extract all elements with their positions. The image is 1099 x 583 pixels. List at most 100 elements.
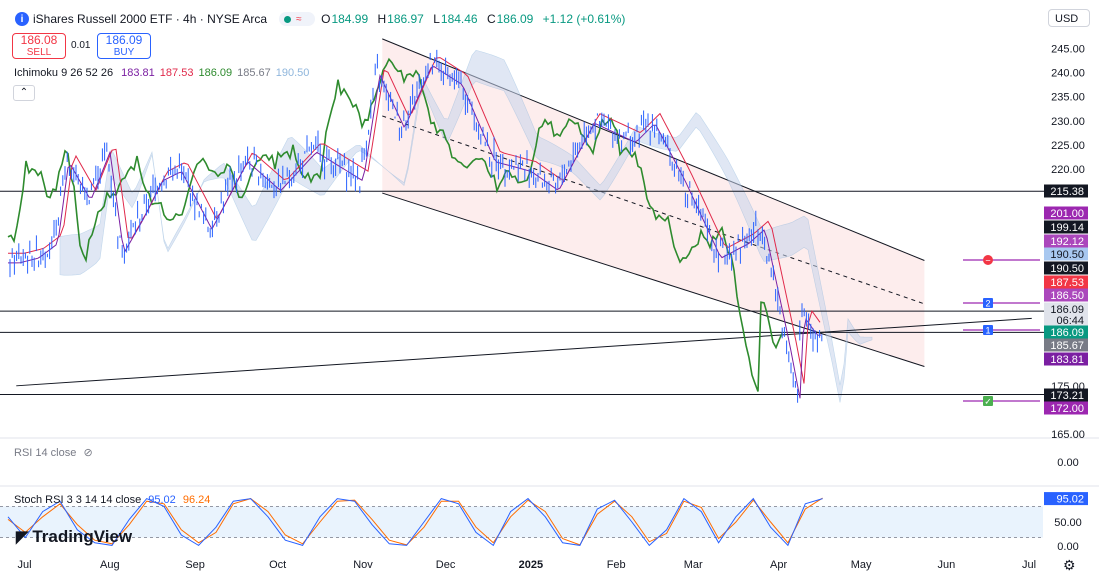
price-label-text: 192.12	[1050, 236, 1084, 248]
y-axis-tick-label: 165.00	[1051, 429, 1085, 441]
price-label[interactable]	[1044, 275, 1088, 289]
rsi-label: RSI 14 close	[14, 447, 77, 459]
price-label-text: 183.81	[1050, 354, 1084, 366]
ichimoku-lagging-span[interactable]	[7, 57, 783, 392]
price-label[interactable]	[1044, 288, 1088, 302]
ohlc-readout: O184.99 H186.97 L184.46 C186.09 +1.12 (+…	[321, 12, 626, 26]
y-axis-tick-label: 225.00	[1051, 140, 1085, 152]
market-open-icon	[284, 15, 292, 23]
channel-fill	[382, 38, 925, 367]
x-axis-tick-label: Jul	[17, 559, 31, 571]
x-axis-tick-label: Nov	[353, 559, 373, 571]
price-label[interactable]	[1044, 388, 1088, 402]
x-axis-tick-label: Sep	[185, 559, 205, 571]
limit-order-icon[interactable]	[983, 325, 993, 335]
y-axis-tick-label: 240.00	[1051, 68, 1085, 80]
price-label-text: 186.09	[1050, 327, 1084, 339]
price-label-text: 199.14	[1050, 222, 1084, 234]
x-axis-tick-label: Jun	[938, 559, 956, 571]
close-value: 186.09	[496, 12, 534, 26]
market-status-badge[interactable]: ≈	[279, 12, 316, 26]
price-label-text: 190.50	[1050, 263, 1084, 275]
ichimoku-value: 186.09	[198, 67, 233, 79]
x-axis-tick-label: Mar	[684, 559, 703, 571]
buy-button[interactable]: 186.09 BUY	[97, 33, 151, 59]
x-axis-tick-label: 2025	[519, 559, 543, 571]
tradingview-mark-icon: ◤	[16, 529, 29, 546]
price-label[interactable]	[1044, 206, 1088, 220]
order-marker-glyph: −	[985, 256, 990, 266]
chart-settings-icon[interactable]: ⚙	[1063, 557, 1076, 573]
stoch-rsi-label: Stoch RSI 3 3 14 14 close	[14, 494, 142, 506]
trendline[interactable]	[16, 317, 1032, 387]
x-axis-tick-label: Aug	[100, 559, 120, 571]
price-label[interactable]	[1044, 352, 1088, 366]
x-axis-tick-label: May	[851, 559, 872, 571]
ichimoku-legend[interactable]: Ichimoku 9 26 52 26 183.81 187.53 186.09 18…	[14, 67, 319, 79]
ichimoku-value: 190.50	[275, 67, 310, 79]
price-label-text: 173.21	[1050, 390, 1084, 402]
price-label-text: 185.67	[1050, 340, 1084, 352]
tradingview-wordmark: TradingView	[32, 527, 133, 546]
stoch-k-value: 95.02	[148, 494, 176, 506]
stoch-value-label[interactable]	[1044, 492, 1088, 506]
symbol-title[interactable]: iShares Russell 2000 ETF · 4h · NYSE Arc…	[33, 12, 268, 26]
y-axis-tick-label: 245.00	[1051, 44, 1085, 56]
order-marker-glyph: ✓	[984, 397, 992, 407]
stoch-k-line[interactable]	[7, 497, 823, 547]
eye-hidden-icon[interactable]: ⊘	[83, 447, 93, 459]
collapse-indicators-button[interactable]: ⌃	[13, 85, 35, 101]
tradingview-logo[interactable]: ◤ TradingView	[16, 527, 132, 547]
price-label[interactable]	[1044, 220, 1088, 234]
sell-label: SELL	[26, 47, 52, 58]
change-value: +1.12 (+0.61%)	[542, 12, 626, 26]
y-axis-tick-label: 230.00	[1051, 116, 1085, 128]
sell-button[interactable]: 186.08 SELL	[12, 33, 66, 59]
y-axis-tick-label: 235.00	[1051, 92, 1085, 104]
price-label[interactable]	[1044, 247, 1088, 261]
low-value: 184.46	[440, 12, 478, 26]
price-label-text: 215.38	[1050, 186, 1084, 198]
price-label-text: 06:44	[1056, 315, 1084, 327]
stoch-axis-tick-label: 50.00	[1054, 517, 1082, 529]
price-label-text: 190.50	[1050, 249, 1084, 261]
stoch-d-line[interactable]	[7, 497, 823, 546]
limit-order-icon[interactable]	[983, 298, 993, 308]
buy-price: 186.09	[105, 33, 143, 47]
channel-lower-line[interactable]	[382, 192, 925, 368]
order-marker-glyph: 2	[985, 299, 990, 309]
price-label-text: 187.53	[1050, 277, 1084, 289]
target-order-icon[interactable]	[983, 396, 993, 406]
price-label-text: 201.00	[1050, 208, 1084, 220]
rsi-legend[interactable]: RSI 14 close ⊘	[14, 446, 93, 459]
x-axis-tick-label: Jul	[1022, 559, 1036, 571]
rsi-axis-tick-label: 0.00	[1057, 457, 1078, 469]
x-axis-tick-label: Dec	[436, 559, 456, 571]
price-label-text: 186.50	[1050, 290, 1084, 302]
stoch-axis-tick-label: 0.00	[1057, 541, 1078, 553]
stop-order-icon[interactable]	[983, 255, 993, 265]
price-label[interactable]	[1044, 401, 1088, 415]
symbol-header[interactable]: i iShares Russell 2000 ETF · 4h · NYSE A…	[0, 8, 631, 30]
stoch-rsi-legend[interactable]: Stoch RSI 3 3 14 14 close 95.02 96.24	[14, 494, 210, 506]
price-label[interactable]	[1044, 234, 1088, 248]
price-label[interactable]	[1044, 325, 1088, 339]
price-label[interactable]	[1044, 261, 1088, 275]
spread-value: 0.01	[71, 40, 91, 51]
price-label[interactable]	[1044, 302, 1088, 316]
ichimoku-value: 185.67	[237, 67, 271, 79]
price-label-text: 172.00	[1050, 403, 1084, 415]
price-label[interactable]	[1044, 313, 1088, 327]
currency-selector[interactable]: USD	[1048, 9, 1090, 27]
x-axis-tick-label: Apr	[770, 559, 787, 571]
stoch-d-value: 96.24	[182, 494, 211, 506]
stoch-band	[0, 506, 1043, 538]
order-marker-glyph: 1	[985, 326, 990, 336]
open-value: 184.99	[331, 12, 369, 26]
ichimoku-value: 183.81	[121, 67, 155, 79]
y-axis-tick-label: 220.00	[1051, 164, 1085, 176]
price-label[interactable]	[1044, 184, 1088, 198]
price-label[interactable]	[1044, 338, 1088, 352]
